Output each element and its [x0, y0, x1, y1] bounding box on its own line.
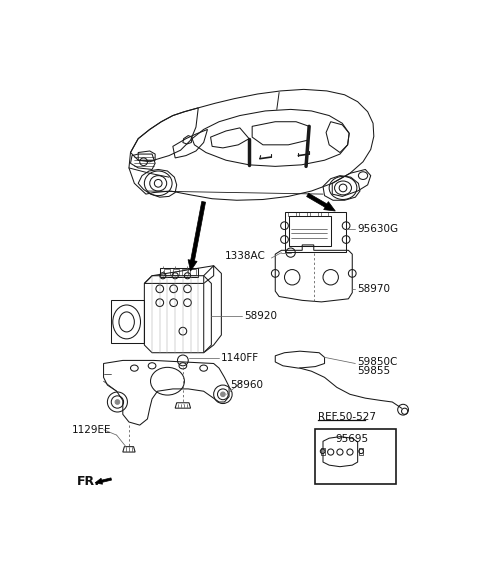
Bar: [173, 269, 179, 275]
Bar: [315, 429, 396, 484]
Bar: [160, 268, 198, 277]
Text: 1140FF: 1140FF: [221, 353, 259, 363]
Polygon shape: [95, 478, 111, 484]
Bar: [182, 269, 188, 275]
Text: 1129EE: 1129EE: [72, 425, 111, 435]
Polygon shape: [188, 202, 205, 271]
Ellipse shape: [115, 400, 120, 404]
Bar: [288, 212, 296, 216]
Text: 59850C: 59850C: [357, 357, 397, 367]
Bar: [164, 269, 170, 275]
Text: 58960: 58960: [230, 380, 264, 390]
Text: 95630G: 95630G: [357, 224, 398, 234]
Bar: [299, 212, 307, 216]
Text: 1338AC: 1338AC: [225, 251, 266, 261]
Bar: [285, 212, 346, 252]
Bar: [359, 448, 363, 455]
Text: 58920: 58920: [244, 311, 276, 321]
Bar: [289, 216, 332, 246]
Text: 59855: 59855: [357, 366, 390, 376]
Bar: [310, 212, 318, 216]
Ellipse shape: [221, 392, 225, 397]
Text: FR.: FR.: [77, 475, 100, 488]
Text: 58970: 58970: [357, 284, 390, 294]
Polygon shape: [307, 193, 336, 211]
Text: REF.50-527: REF.50-527: [318, 412, 376, 423]
Bar: [321, 448, 324, 455]
Bar: [321, 212, 328, 216]
Text: 95695: 95695: [335, 434, 368, 444]
Bar: [190, 269, 196, 275]
